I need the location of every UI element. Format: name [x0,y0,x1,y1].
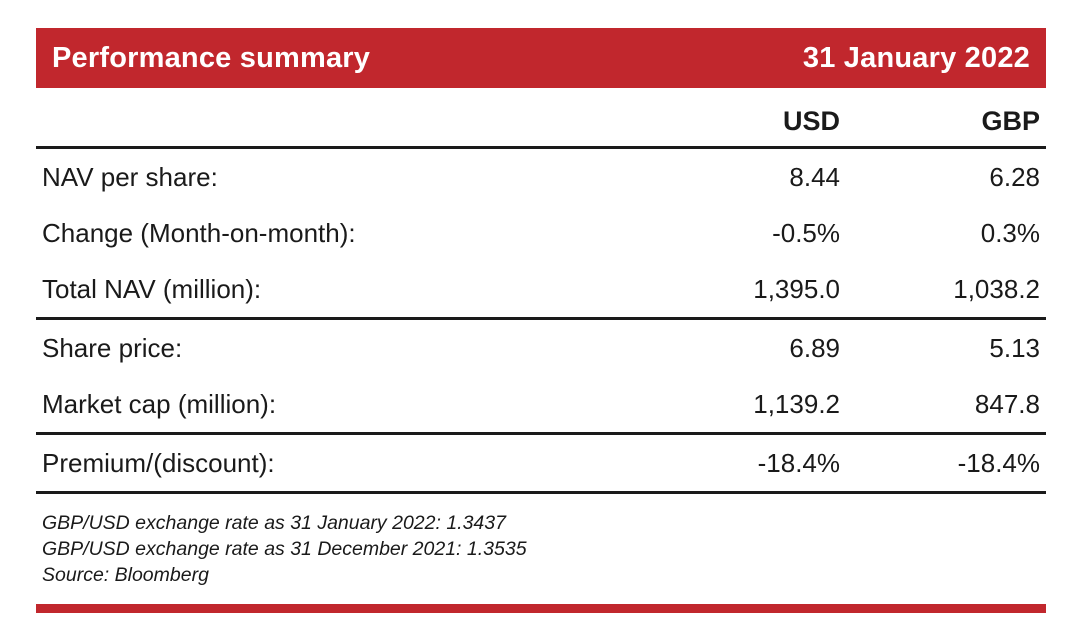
footnote-exchange-rate-dec: GBP/USD exchange rate as 31 December 202… [42,538,527,560]
row-value-gbp: 0.3% [980,217,1040,248]
column-header-gbp: GBP [846,96,1046,149]
table-row-market-cap: Market cap (million): 1,139.2 847.8 [36,376,1046,435]
row-value-usd: 1,139.2 [646,376,846,435]
row-label: Market cap (million): [36,376,646,435]
footnote-source: Source: Bloomberg [42,564,209,586]
table-row-nav-per-share: NAV per share: 8.44 6.28 [36,148,1046,206]
row-value-usd: 6.89 [789,332,840,363]
page-title: Performance summary [52,41,371,74]
row-value-gbp: -18.4% [846,433,1046,494]
table-row-share-price: Share price: 6.89 5.13 [36,319,1046,377]
column-header-usd: USD [646,96,846,149]
row-value-usd: -18.4% [646,433,846,494]
column-header-empty [36,96,646,149]
column-header-row: USD GBP [36,96,1046,149]
row-value-gbp: 5.13 [989,332,1040,363]
row-value-usd: -0.5% [772,217,840,248]
performance-table-area: USD GBP NAV per share: 8.44 6.28 Change … [36,96,1046,494]
table-row-total-nav: Total NAV (million): 1,395.0 1,038.2 [36,261,1046,320]
row-label: Share price: [42,332,183,363]
row-label: Premium/(discount): [36,433,646,494]
footnotes: GBP/USD exchange rate as 31 January 2022… [36,510,1046,588]
row-value-gbp: 847.8 [846,376,1046,435]
performance-table: USD GBP NAV per share: 8.44 6.28 Change … [36,96,1046,494]
footnote-exchange-rate-jan: GBP/USD exchange rate as 31 January 2022… [42,512,506,534]
table-row-change-mom: Change (Month-on-month): -0.5% 0.3% [36,205,1046,261]
row-value-gbp: 1,038.2 [846,261,1046,320]
row-value-usd: 1,395.0 [646,261,846,320]
header: Performance summary 31 January 2022 [36,28,1046,88]
row-value-gbp: 6.28 [989,161,1040,192]
row-label: Total NAV (million): [36,261,646,320]
table-row-premium-discount: Premium/(discount): -18.4% -18.4% [36,433,1046,494]
row-value-usd: 8.44 [789,161,840,192]
row-label: NAV per share: [42,161,218,192]
header-date: 31 January 2022 [802,41,1030,74]
row-label: Change (Month-on-month): [42,217,356,248]
bottom-accent-bar [36,604,1046,613]
